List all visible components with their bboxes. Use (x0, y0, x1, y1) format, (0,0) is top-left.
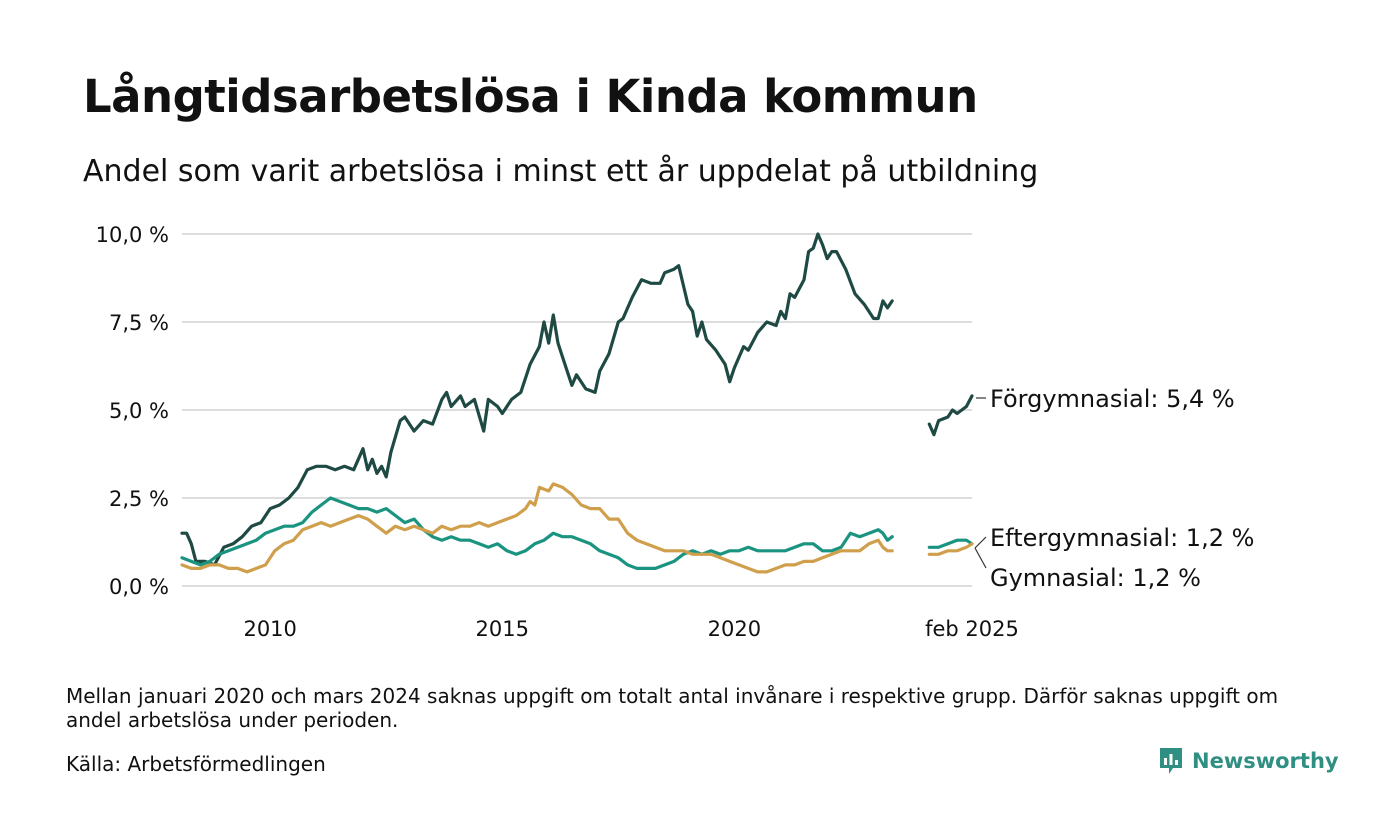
label-connector (974, 536, 987, 549)
y-tick-label: 7,5 % (109, 311, 169, 335)
newsworthy-logo-icon (1160, 748, 1182, 774)
label-connector (974, 547, 987, 569)
series-end-labels: Förgymnasial: 5,4 % Eftergymnasial: 1,2 %… (974, 385, 1254, 592)
source-text: Källa: Arbetsförmedlingen (66, 752, 326, 776)
series-line-gymnasial (180, 482, 974, 574)
x-axis-ticks: 2010 2015 2020 feb 2025 (243, 617, 1018, 641)
series-end-label: Förgymnasial: 5,4 % (990, 385, 1235, 413)
chart-subtitle: Andel som varit arbetslösa i minst ett å… (83, 154, 1039, 189)
x-tick-label: 2010 (243, 617, 296, 641)
newsworthy-logo[interactable]: Newsworthy (1158, 746, 1339, 776)
series-line-eftergymnasial (180, 496, 974, 570)
y-tick-label: 5,0 % (109, 399, 169, 423)
series-line-förgymnasial (180, 232, 974, 567)
line-chart: 0,0 % 2,5 % 5,0 % 7,5 % 10,0 % 2010 2015 2020 f… (96, 223, 1255, 641)
grid-lines (182, 233, 972, 587)
y-tick-label: 10,0 % (96, 223, 169, 247)
brand-name: Newsworthy (1192, 749, 1339, 773)
x-tick-label: 2020 (708, 617, 761, 641)
x-tick-label: 2015 (476, 617, 529, 641)
series-end-label: Eftergymnasial: 1,2 % (990, 524, 1254, 552)
series-lines (180, 232, 974, 574)
chart-title: Långtidsarbetslösa i Kinda kommun (83, 70, 978, 123)
series-end-label: Gymnasial: 1,2 % (990, 564, 1201, 592)
x-tick-label: feb 2025 (925, 617, 1019, 641)
y-tick-label: 2,5 % (109, 487, 169, 511)
y-axis-ticks: 0,0 % 2,5 % 5,0 % 7,5 % 10,0 % (96, 223, 169, 599)
y-tick-label: 0,0 % (109, 575, 169, 599)
footnote: Mellan januari 2020 och mars 2024 saknas… (66, 684, 1279, 732)
